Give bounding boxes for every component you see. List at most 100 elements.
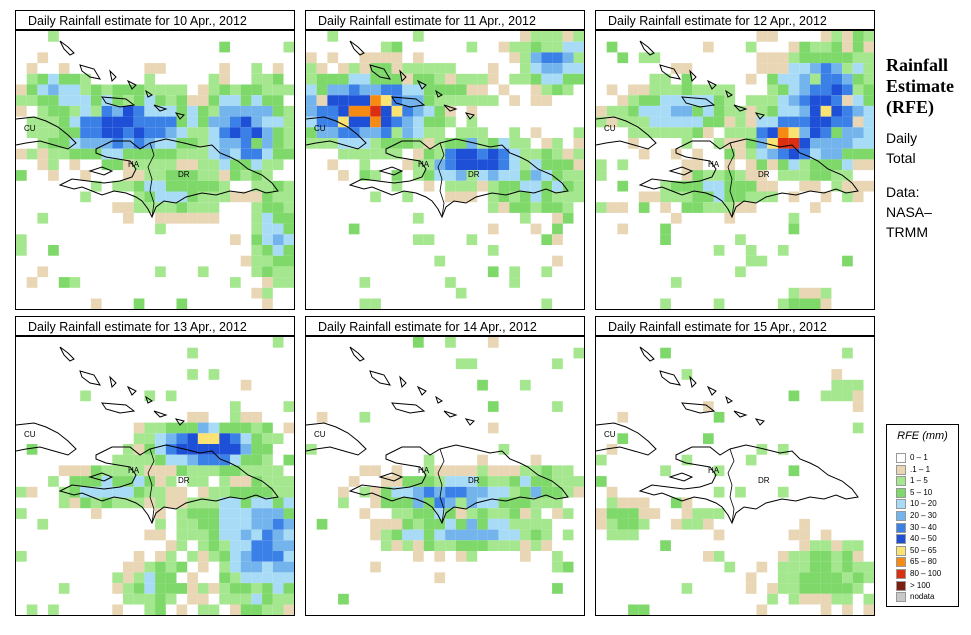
rainfall-cell [692,170,703,181]
rainfall-cell [434,572,446,584]
rainfall-cell [176,180,188,192]
rainfall-cell [391,508,403,519]
rainfall-cell [80,476,91,487]
rainfall-cell [391,63,403,74]
rainfall-cell [713,508,725,519]
rainfall-cell [660,540,671,551]
rainfall-cell [208,191,220,203]
rainfall-cell [831,572,843,584]
rainfall-cell [272,84,284,96]
rainfall-cell [713,202,725,213]
rainfall-cell [262,191,273,203]
rainfall-cell [863,604,874,615]
rainfall-cell [724,561,736,573]
coastline [639,346,655,362]
rainfall-cell [262,540,273,551]
rainfall-cell [240,486,252,498]
rainfall-cell [530,518,542,530]
rainfall-cell [509,138,520,149]
rainfall-cell [219,41,230,53]
rainfall-cell [262,561,273,573]
rainfall-cell [348,95,360,106]
coastline [174,112,185,120]
coastline [145,395,153,404]
rainfall-cell [530,223,542,235]
rainfall-cell [112,583,123,594]
rainfall-cell [197,138,209,149]
rainfall-cell [187,159,198,171]
rainfall-cell [176,170,188,181]
rainfall-cell [219,159,230,171]
legend-swatch [896,545,906,556]
rainfall-cell [272,138,284,149]
rainfall-cell [530,63,542,74]
rainfall-cell [262,266,273,278]
rainfall-cell [251,234,263,245]
rainfall-cell [423,465,435,477]
rainfall-cell [240,433,252,444]
rainfall-cell [509,266,520,278]
rainfall-cell [208,159,220,171]
rainfall-cell [16,486,27,498]
rainfall-cell [208,518,220,530]
rainfall-cell [498,191,510,203]
rainfall-cell [466,234,478,245]
country-border [147,142,155,218]
rainfall-cell [187,433,198,444]
rainfall-cell [219,116,230,128]
rainfall-cell [660,347,671,359]
rainfall-cell [144,529,156,541]
rainfall-cell [530,180,542,192]
rainfall-cell [606,486,618,498]
rainfall-cell [219,422,230,434]
rainfall-cell [487,223,499,235]
rainfall-cell [423,497,435,509]
rainfall-cell [820,390,832,402]
rainfall-cell [272,465,284,477]
rainfall-cell [176,497,188,509]
coastline [706,79,717,90]
rainfall-cell [176,127,188,138]
rainfall-cell [509,465,520,477]
rainfall-cell [660,298,671,309]
rainfall-cell [133,170,145,181]
rainfall-cell [370,170,381,181]
rainfall-cell [262,180,273,192]
rainfall-cell [283,593,294,605]
rainfall-cell [541,486,553,498]
rainfall-cell [842,159,853,171]
legend-label: .1 – 1 [910,464,931,474]
rainfall-cell [197,540,209,551]
rainfall-cell [16,551,27,562]
rainfall-cell [681,105,693,117]
rainfall-cell [144,476,156,487]
rainfall-cell [283,518,294,530]
rainfall-cell [477,379,488,391]
rainfall-cell [197,266,209,278]
rainfall-cell [562,529,574,541]
rainfall-cell [617,223,629,235]
rainfall-cell [370,518,381,530]
rainfall-cell [262,593,273,605]
rainfall-cell [788,390,800,402]
rainfall-cell [240,508,252,519]
rainfall-cell [788,84,800,96]
rainfall-cell [767,63,778,74]
rainfall-cell [176,465,188,477]
rainfall-cell [799,170,810,181]
rainfall-cell [197,529,209,541]
rainfall-cell [552,84,563,96]
rainfall-cell [316,411,328,423]
rainfall-cell [617,105,629,117]
rainfall-cell [863,73,874,85]
rainfall-cell [649,84,661,96]
rainfall-cell [820,593,832,605]
rainfall-cell [477,476,488,487]
rainfall-cell [799,116,810,128]
rainfall-cell [197,486,209,498]
rainfall-cell [370,105,381,117]
coastline [596,116,657,150]
rainfall-cell [359,84,371,96]
rainfall-cell [48,31,59,42]
